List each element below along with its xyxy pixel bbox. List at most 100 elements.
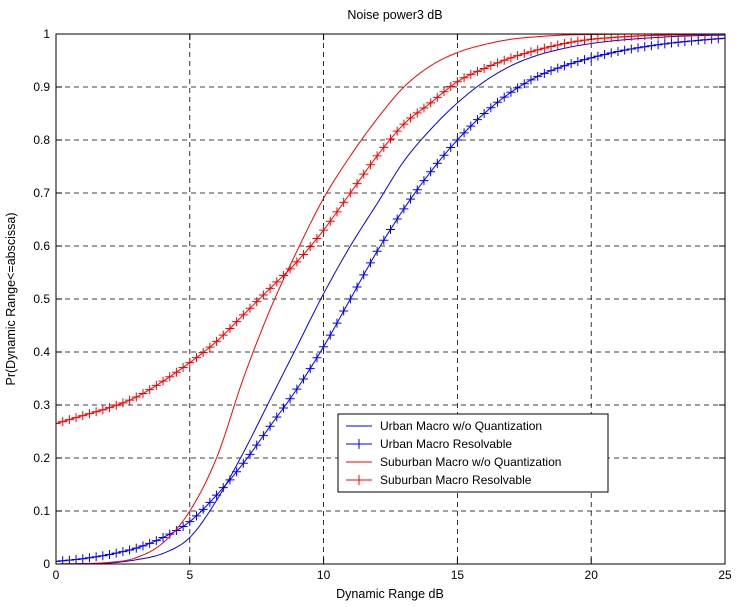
series-marker-4	[392, 126, 402, 136]
legend-label: Urban Macro w/o Quantization	[380, 419, 542, 433]
series-marker-4	[138, 389, 148, 399]
series-marker-4	[84, 409, 94, 419]
series-marker-4	[258, 290, 268, 300]
series-marker-4	[466, 69, 476, 79]
series-marker-2	[151, 536, 161, 546]
series-marker-2	[118, 547, 128, 557]
series-marker-2	[379, 235, 389, 245]
series-marker-4	[125, 395, 135, 405]
series-marker-2	[646, 41, 656, 51]
series-marker-2	[105, 549, 115, 559]
series-marker-2	[285, 394, 295, 404]
series-marker-2	[666, 38, 676, 48]
series-marker-2	[519, 79, 529, 89]
series-marker-4	[452, 77, 462, 87]
y-tick-label: 0.9	[33, 80, 50, 94]
series-marker-2	[98, 551, 108, 561]
series-marker-2	[386, 224, 395, 234]
series-marker-2	[145, 538, 155, 548]
series-marker-2	[586, 53, 596, 63]
series-marker-4	[486, 61, 496, 71]
series-marker-2	[626, 44, 636, 54]
series-marker-2	[312, 353, 322, 363]
series-marker-2	[432, 158, 442, 168]
series-marker-4	[238, 310, 248, 320]
legend-label: Suburban Macro w/o Quantization	[380, 455, 561, 469]
series-marker-2	[620, 45, 630, 55]
series-marker-2	[265, 421, 275, 431]
series-marker-4	[178, 362, 188, 372]
series-marker-2	[419, 176, 429, 186]
series-marker-2	[71, 554, 81, 564]
series-marker-4	[111, 400, 121, 410]
series-marker-2	[399, 204, 409, 214]
series-marker-4	[526, 47, 536, 57]
series-marker-4	[299, 249, 309, 259]
y-tick-label: 0.5	[33, 292, 50, 306]
series-marker-4	[573, 36, 583, 46]
legend: Urban Macro w/o Quantization Urban Macro …	[337, 413, 609, 493]
series-marker-2	[292, 384, 302, 394]
series-marker-2	[205, 497, 215, 507]
series-marker-2	[138, 541, 148, 551]
series-marker-4	[319, 225, 329, 235]
series-line-1	[56, 34, 725, 564]
series-marker-2	[78, 554, 88, 564]
series-marker-2	[359, 270, 369, 280]
series-marker-4	[191, 353, 201, 363]
series-marker-2	[225, 475, 235, 485]
series-marker-4	[212, 336, 222, 346]
series-marker-4	[426, 98, 436, 108]
x-tick-label: 15	[451, 568, 465, 582]
series-marker-2	[232, 467, 242, 477]
series-marker-4	[56, 419, 61, 429]
series-marker-2	[64, 555, 74, 564]
series-marker-4	[71, 413, 81, 423]
series-marker-4	[479, 63, 489, 73]
series-marker-4	[553, 40, 563, 50]
series-marker-2	[559, 61, 569, 71]
x-tick-label: 25	[718, 568, 732, 582]
series-marker-4	[105, 403, 115, 413]
series-marker-2	[499, 92, 509, 102]
series-marker-4	[432, 92, 442, 102]
series-marker-4	[325, 216, 335, 226]
series-marker-4	[519, 49, 529, 59]
series-marker-4	[386, 134, 395, 144]
axis-ticks: 0 5 10 15 20 25 0 0.1 0.2 0.3 0.4 0.5 0.6 0.7 0.8 0.9 1	[33, 27, 732, 582]
series-marker-2	[325, 330, 335, 340]
series-marker-2	[452, 135, 462, 145]
series-marker-2	[365, 258, 375, 268]
series-marker-2	[580, 55, 590, 65]
y-axis-label: Pr(Dynamic Range<=abscissa)	[4, 213, 18, 386]
series-marker-2	[171, 526, 181, 536]
series-marker-4	[499, 55, 509, 65]
series-marker-4	[58, 417, 68, 427]
y-tick-label: 0.7	[33, 186, 50, 200]
series-marker-2	[198, 504, 208, 514]
series-marker-2	[131, 543, 141, 553]
y-tick-label: 0.6	[33, 239, 50, 253]
y-tick-label: 0.4	[33, 345, 50, 359]
series-marker-2	[493, 97, 503, 107]
series-marker-4	[158, 376, 168, 386]
series-marker-4	[559, 39, 569, 49]
series-marker-2	[272, 412, 282, 422]
y-tick-label: 1	[43, 27, 50, 41]
series-marker-2	[539, 68, 549, 78]
series-marker-4	[580, 35, 590, 45]
series-marker-2	[111, 548, 121, 558]
series-marker-4	[593, 34, 603, 44]
series-marker-4	[252, 297, 262, 307]
y-tick-label: 0.3	[33, 398, 50, 412]
series-marker-4	[131, 392, 141, 402]
series-marker-4	[91, 407, 101, 417]
series-marker-4	[372, 151, 382, 161]
series-marker-2	[412, 185, 422, 195]
series-marker-2	[513, 83, 523, 93]
series-marker-2	[566, 59, 576, 69]
series-marker-4	[446, 81, 456, 91]
series-marker-2	[305, 364, 315, 374]
series-marker-2	[352, 282, 362, 292]
